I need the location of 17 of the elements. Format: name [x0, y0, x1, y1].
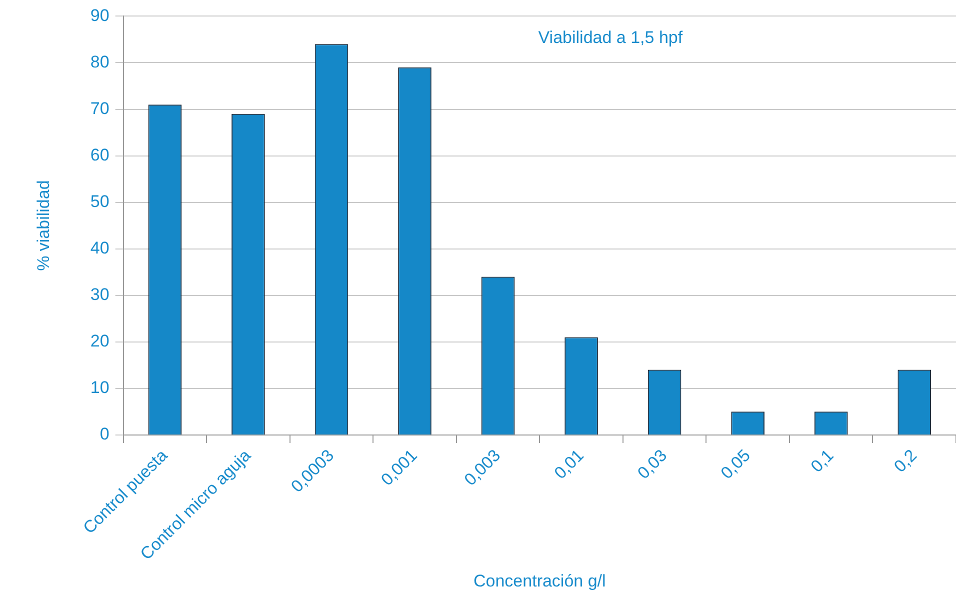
y-tick-label: 20: [90, 332, 110, 351]
y-tick-label: 80: [90, 52, 110, 72]
text: Viabilidad a 1,5 hpf: [538, 28, 683, 47]
y-tick-label: 70: [90, 98, 110, 118]
x-tick-label: 0,03: [634, 446, 671, 483]
y-tick-label: 0: [100, 424, 110, 444]
x-axis-title: Concentración g/l: [474, 571, 606, 590]
x-tick-label: 0,2: [890, 446, 921, 476]
y-axis-title: % viabilidad: [34, 180, 53, 271]
y-tick-label: 50: [90, 192, 110, 211]
y-tick-label: 30: [90, 285, 110, 304]
x-tick-label: 0,1: [807, 446, 838, 476]
x-tick-label: 0,01: [550, 446, 588, 483]
y-tick-label: 40: [90, 238, 110, 258]
y-tick-label: 60: [90, 145, 110, 164]
y-tick-label: 10: [90, 378, 110, 398]
y-tick-label: 90: [90, 6, 110, 25]
